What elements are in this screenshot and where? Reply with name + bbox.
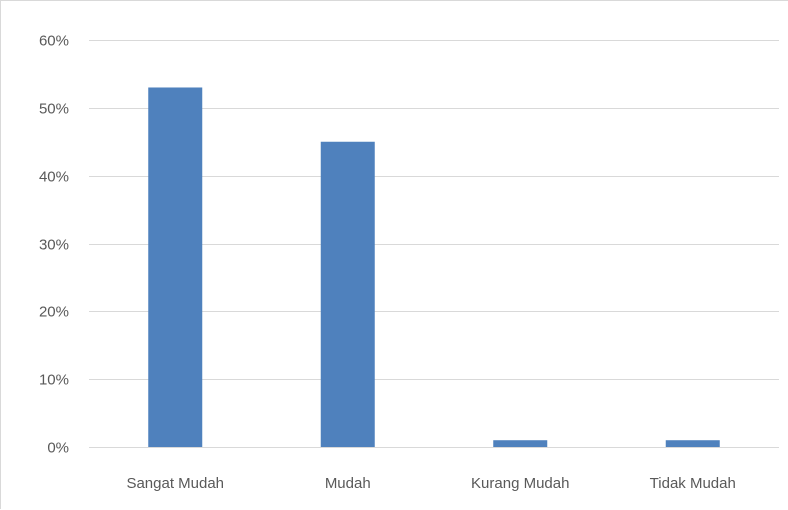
- bar: [665, 440, 720, 447]
- bars: [148, 87, 720, 447]
- y-tick-label: 0%: [47, 440, 69, 457]
- x-tick-label: Kurang Mudah: [471, 475, 569, 492]
- y-tick-label: 50%: [39, 101, 69, 118]
- y-tick-label: 40%: [39, 169, 69, 186]
- bar: [493, 440, 548, 447]
- x-tick-label: Sangat Mudah: [126, 475, 224, 492]
- y-tick-label: 10%: [39, 372, 69, 389]
- gridlines: [89, 40, 779, 380]
- y-tick-label: 30%: [39, 237, 69, 254]
- y-tick-label: 60%: [39, 33, 69, 50]
- bar: [320, 141, 375, 447]
- y-tick-label: 20%: [39, 304, 69, 321]
- x-tick-label: Mudah: [325, 475, 371, 492]
- x-tick-label: Tidak Mudah: [650, 475, 736, 492]
- y-axis-tick-labels: 0% 10% 20% 30% 40% 50% 60%: [39, 33, 69, 457]
- x-axis-tick-labels: Sangat Mudah Mudah Kurang Mudah Tidak Mudah: [126, 475, 735, 492]
- bar: [148, 87, 203, 447]
